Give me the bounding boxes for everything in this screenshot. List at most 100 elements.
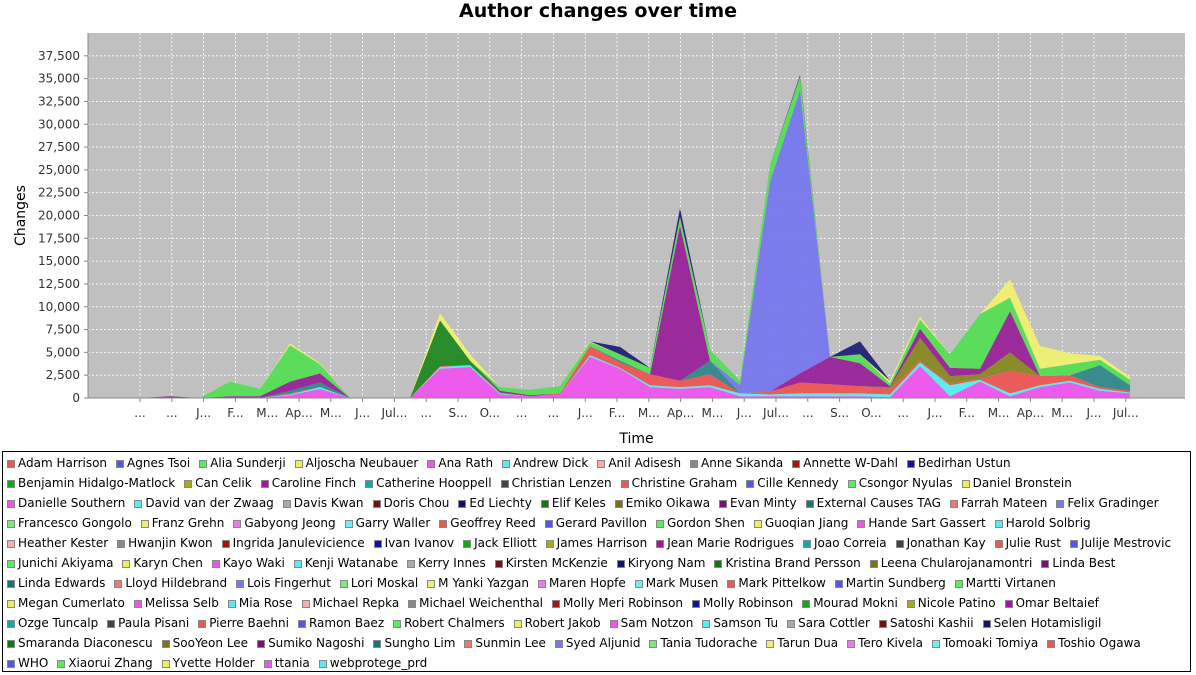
legend-swatch xyxy=(7,520,15,528)
legend-label: Geoffrey Reed xyxy=(450,516,536,530)
legend-swatch xyxy=(117,540,126,548)
legend-item: Karyn Chen xyxy=(122,556,203,570)
legend-label: Ramon Baez xyxy=(308,616,385,630)
legend-item: Sunmin Lee xyxy=(464,636,546,650)
x-tick-label: Jul... xyxy=(762,406,789,420)
legend-swatch xyxy=(949,500,958,508)
legend-swatch xyxy=(869,560,878,568)
x-tick-label: F... xyxy=(609,406,625,420)
legend-swatch xyxy=(746,480,755,488)
x-tick-label: ... xyxy=(516,406,527,420)
legend-item: Julije Mestrovic xyxy=(1069,536,1171,550)
legend-swatch xyxy=(301,600,310,608)
legend-label: Sungho Lim xyxy=(384,636,456,650)
legend-label: Cille Kennedy xyxy=(757,476,839,490)
legend-item: Andrew Dick xyxy=(502,456,588,470)
legend-swatch xyxy=(552,600,561,608)
legend-item: Lori Moskal xyxy=(339,576,418,590)
legend-label: webprotege_prd xyxy=(329,656,428,670)
legend-swatch xyxy=(260,480,269,488)
legend-label: Julie Rust xyxy=(1005,536,1061,550)
legend-label: Maren Hopfe xyxy=(548,576,626,590)
legend-swatch xyxy=(7,660,15,668)
legend-swatch xyxy=(500,480,509,488)
y-tick-label: 22,500 xyxy=(38,186,80,200)
legend-item: Emiko Oikawa xyxy=(614,496,710,510)
legend-swatch xyxy=(140,520,149,528)
legend-swatch xyxy=(458,500,467,508)
area-series-group xyxy=(140,75,1130,399)
legend-item: Anil Adisesh xyxy=(597,456,681,470)
legend-swatch xyxy=(293,560,302,568)
legend-swatch xyxy=(802,600,811,608)
legend-swatch xyxy=(114,580,123,588)
legend-label: Sara Cottler xyxy=(798,616,870,630)
legend-item: Michael Repka xyxy=(301,596,399,610)
legend-label: Hande Sart Gassert xyxy=(868,516,986,530)
legend-swatch xyxy=(714,560,723,568)
legend-label: Syed Aljunid xyxy=(565,636,641,650)
legend-swatch xyxy=(134,500,143,508)
legend-label: Franz Grehn xyxy=(151,516,225,530)
legend-item: Yvette Holder xyxy=(161,656,255,670)
area-series-christine-graham xyxy=(140,346,1130,398)
y-tick-label: 12,500 xyxy=(38,277,80,291)
legend-swatch xyxy=(407,560,416,568)
legend-item: Ingrida Janulevicience xyxy=(221,536,365,550)
legend-label: Samson Tu xyxy=(713,616,779,630)
legend-swatch xyxy=(954,580,963,588)
legend-swatch xyxy=(116,460,125,468)
legend-label: Catherine Hooppell xyxy=(376,476,492,490)
legend-item: Adam Harrison xyxy=(7,456,107,470)
legend-item: Tero Kivela xyxy=(847,636,923,650)
legend-item: Tarun Dua xyxy=(766,636,838,650)
legend-item: Garry Waller xyxy=(344,516,430,530)
legend-label: Adam Harrison xyxy=(18,456,108,470)
legend-label: Sam Notzon xyxy=(620,616,694,630)
legend-swatch xyxy=(803,540,811,548)
y-tick-label: 35,000 xyxy=(38,72,80,86)
legend-item: Kerry Innes xyxy=(407,556,486,570)
legend-label: Sumiko Nagoshi xyxy=(268,636,365,650)
legend-label: Kirsten McKenzie xyxy=(505,556,608,570)
legend-label: Ingrida Janulevicience xyxy=(232,536,365,550)
y-tick-label: 0 xyxy=(72,391,80,405)
legend-swatch xyxy=(690,460,699,468)
legend-label: Kenji Watanabe xyxy=(304,556,399,570)
legend-item: Martti Virtanen xyxy=(954,576,1056,590)
legend-item: Benjamin Hidalgo-Matlock xyxy=(7,476,175,490)
legend-item: Csongor Nyulas xyxy=(847,476,953,490)
x-tick-label: J... xyxy=(195,406,211,420)
legend-label: Francesco Gongolo xyxy=(18,516,132,530)
legend-item: Farrah Mateen xyxy=(949,496,1047,510)
legend-label: Aljoscha Neubauer xyxy=(305,456,419,470)
x-tick-label: J... xyxy=(354,406,370,420)
legend-swatch xyxy=(133,600,142,608)
legend-item: Danielle Southern xyxy=(7,496,125,510)
legend-swatch xyxy=(318,660,327,668)
legend-label: Davis Kwan xyxy=(293,496,364,510)
x-tick-label: Ap... xyxy=(285,406,312,420)
y-tick-label: 2,500 xyxy=(46,368,80,382)
y-tick-label: 32,500 xyxy=(38,94,80,108)
x-tick-label: Jul... xyxy=(380,406,407,420)
legend-item: Nicole Patino xyxy=(906,596,996,610)
legend-swatch xyxy=(620,480,629,488)
legend-label: Jonathan Kay xyxy=(906,536,986,550)
y-tick-label: 7,500 xyxy=(46,323,80,337)
x-tick-label: Ap... xyxy=(667,406,694,420)
legend-swatch xyxy=(994,540,1003,548)
legend-swatch xyxy=(554,640,563,648)
legend-item: Agnes Tsoi xyxy=(116,456,190,470)
legend-swatch xyxy=(7,640,15,648)
legend-label: Jean Marie Rodrigues xyxy=(667,536,794,550)
legend-label: Mark Pittelkow xyxy=(738,576,826,590)
x-tick-label: O... xyxy=(480,406,500,420)
legend-item: Francesco Gongolo xyxy=(7,516,132,530)
legend-label: Can Celik xyxy=(195,476,252,490)
legend-item: Davis Kwan xyxy=(282,496,364,510)
y-tick-label: 10,000 xyxy=(38,300,80,314)
legend-label: Jack Elliott xyxy=(474,536,537,550)
legend-label: Nicole Patino xyxy=(917,596,996,610)
y-axis-label: Changes xyxy=(13,185,29,246)
